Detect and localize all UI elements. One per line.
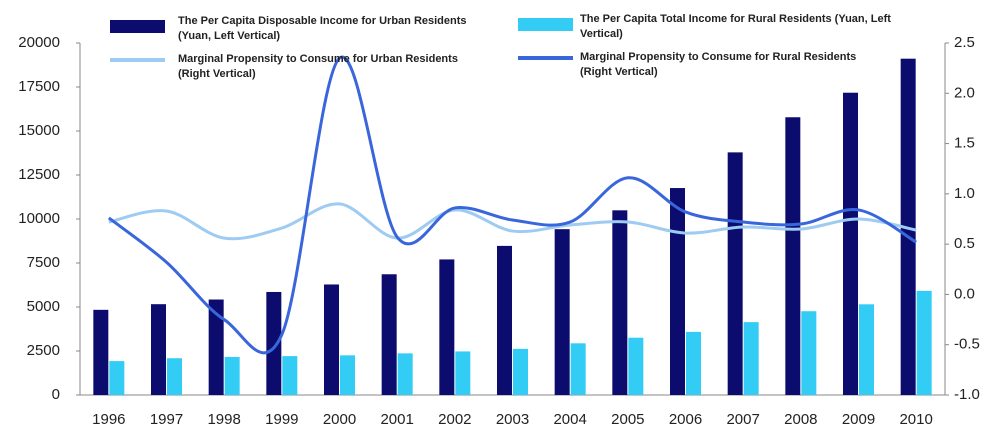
legend-label: Marginal Propensity to Consume for Rural… [580, 51, 857, 78]
legend-label: The Per Capita Disposable Income for Urb… [178, 15, 467, 42]
y-tick-label: 10000 [18, 210, 60, 227]
y-tick-label: 5000 [27, 298, 60, 315]
y-tick-label: 20000 [18, 34, 60, 51]
bar [727, 152, 743, 395]
x-tick-label: 1997 [150, 411, 183, 428]
bar [612, 210, 628, 395]
legend-swatch [110, 20, 165, 33]
x-tick-label: 2000 [323, 411, 356, 428]
x-tick-label: 1996 [92, 411, 125, 428]
x-tick-label: 2008 [784, 411, 817, 428]
y2-tick-label: 2.0 [954, 84, 975, 101]
bar [916, 290, 932, 395]
y-tick-label: 2500 [27, 342, 60, 359]
y2-tick-label: 1.5 [954, 135, 975, 152]
bar [554, 229, 570, 395]
x-tick-label: 2009 [842, 411, 875, 428]
x-tick-label: 2003 [496, 411, 529, 428]
bar [381, 274, 397, 395]
bar [282, 356, 298, 395]
bar [513, 348, 528, 395]
line-series [108, 202, 917, 241]
x-tick-label: 2004 [553, 411, 586, 428]
bar [93, 309, 109, 395]
y2-tick-label: 0.0 [954, 285, 975, 302]
y2-tick-label: -0.5 [954, 336, 980, 353]
bar [340, 355, 355, 395]
bar [497, 245, 512, 395]
y-tick-label: 7500 [27, 254, 60, 271]
x-tick-label: 2005 [611, 411, 644, 428]
y2-tick-label: 0.5 [954, 235, 975, 252]
y2-tick-label: 2.5 [954, 34, 975, 51]
bar [109, 361, 125, 395]
line-series [107, 55, 917, 355]
bar [324, 284, 339, 395]
y-tick-label: 15000 [18, 122, 60, 139]
y-tick-label: 0 [52, 386, 60, 403]
bar [686, 331, 701, 395]
bar [628, 337, 644, 395]
bar [859, 304, 874, 395]
bar [670, 188, 685, 395]
bar [439, 259, 455, 395]
x-tick-label: 1999 [265, 411, 298, 428]
bar [455, 351, 471, 395]
y-tick-label: 17500 [18, 78, 60, 95]
bar [208, 299, 224, 395]
legend-label: Marginal Propensity to Consume for Urban… [178, 53, 458, 80]
bar [570, 343, 586, 395]
y-tick-label: 12500 [18, 166, 60, 183]
bar [224, 356, 240, 395]
bar [266, 291, 282, 395]
bar [743, 322, 759, 395]
x-tick-label: 1998 [207, 411, 240, 428]
x-tick-label: 2010 [899, 411, 932, 428]
legend-label: The Per Capita Total Income for Rural Re… [580, 13, 891, 40]
bar [151, 304, 166, 395]
x-tick-label: 2001 [380, 411, 413, 428]
y2-tick-label: -1.0 [954, 386, 980, 403]
x-tick-label: 2002 [438, 411, 471, 428]
y2-tick-label: 1.0 [954, 185, 975, 202]
bar [843, 92, 858, 395]
bar [167, 358, 182, 395]
bar [801, 311, 817, 395]
bar [785, 117, 801, 396]
x-tick-label: 2007 [726, 411, 759, 428]
bar [397, 353, 413, 395]
legend-swatch [518, 18, 573, 31]
x-tick-label: 2006 [669, 411, 702, 428]
